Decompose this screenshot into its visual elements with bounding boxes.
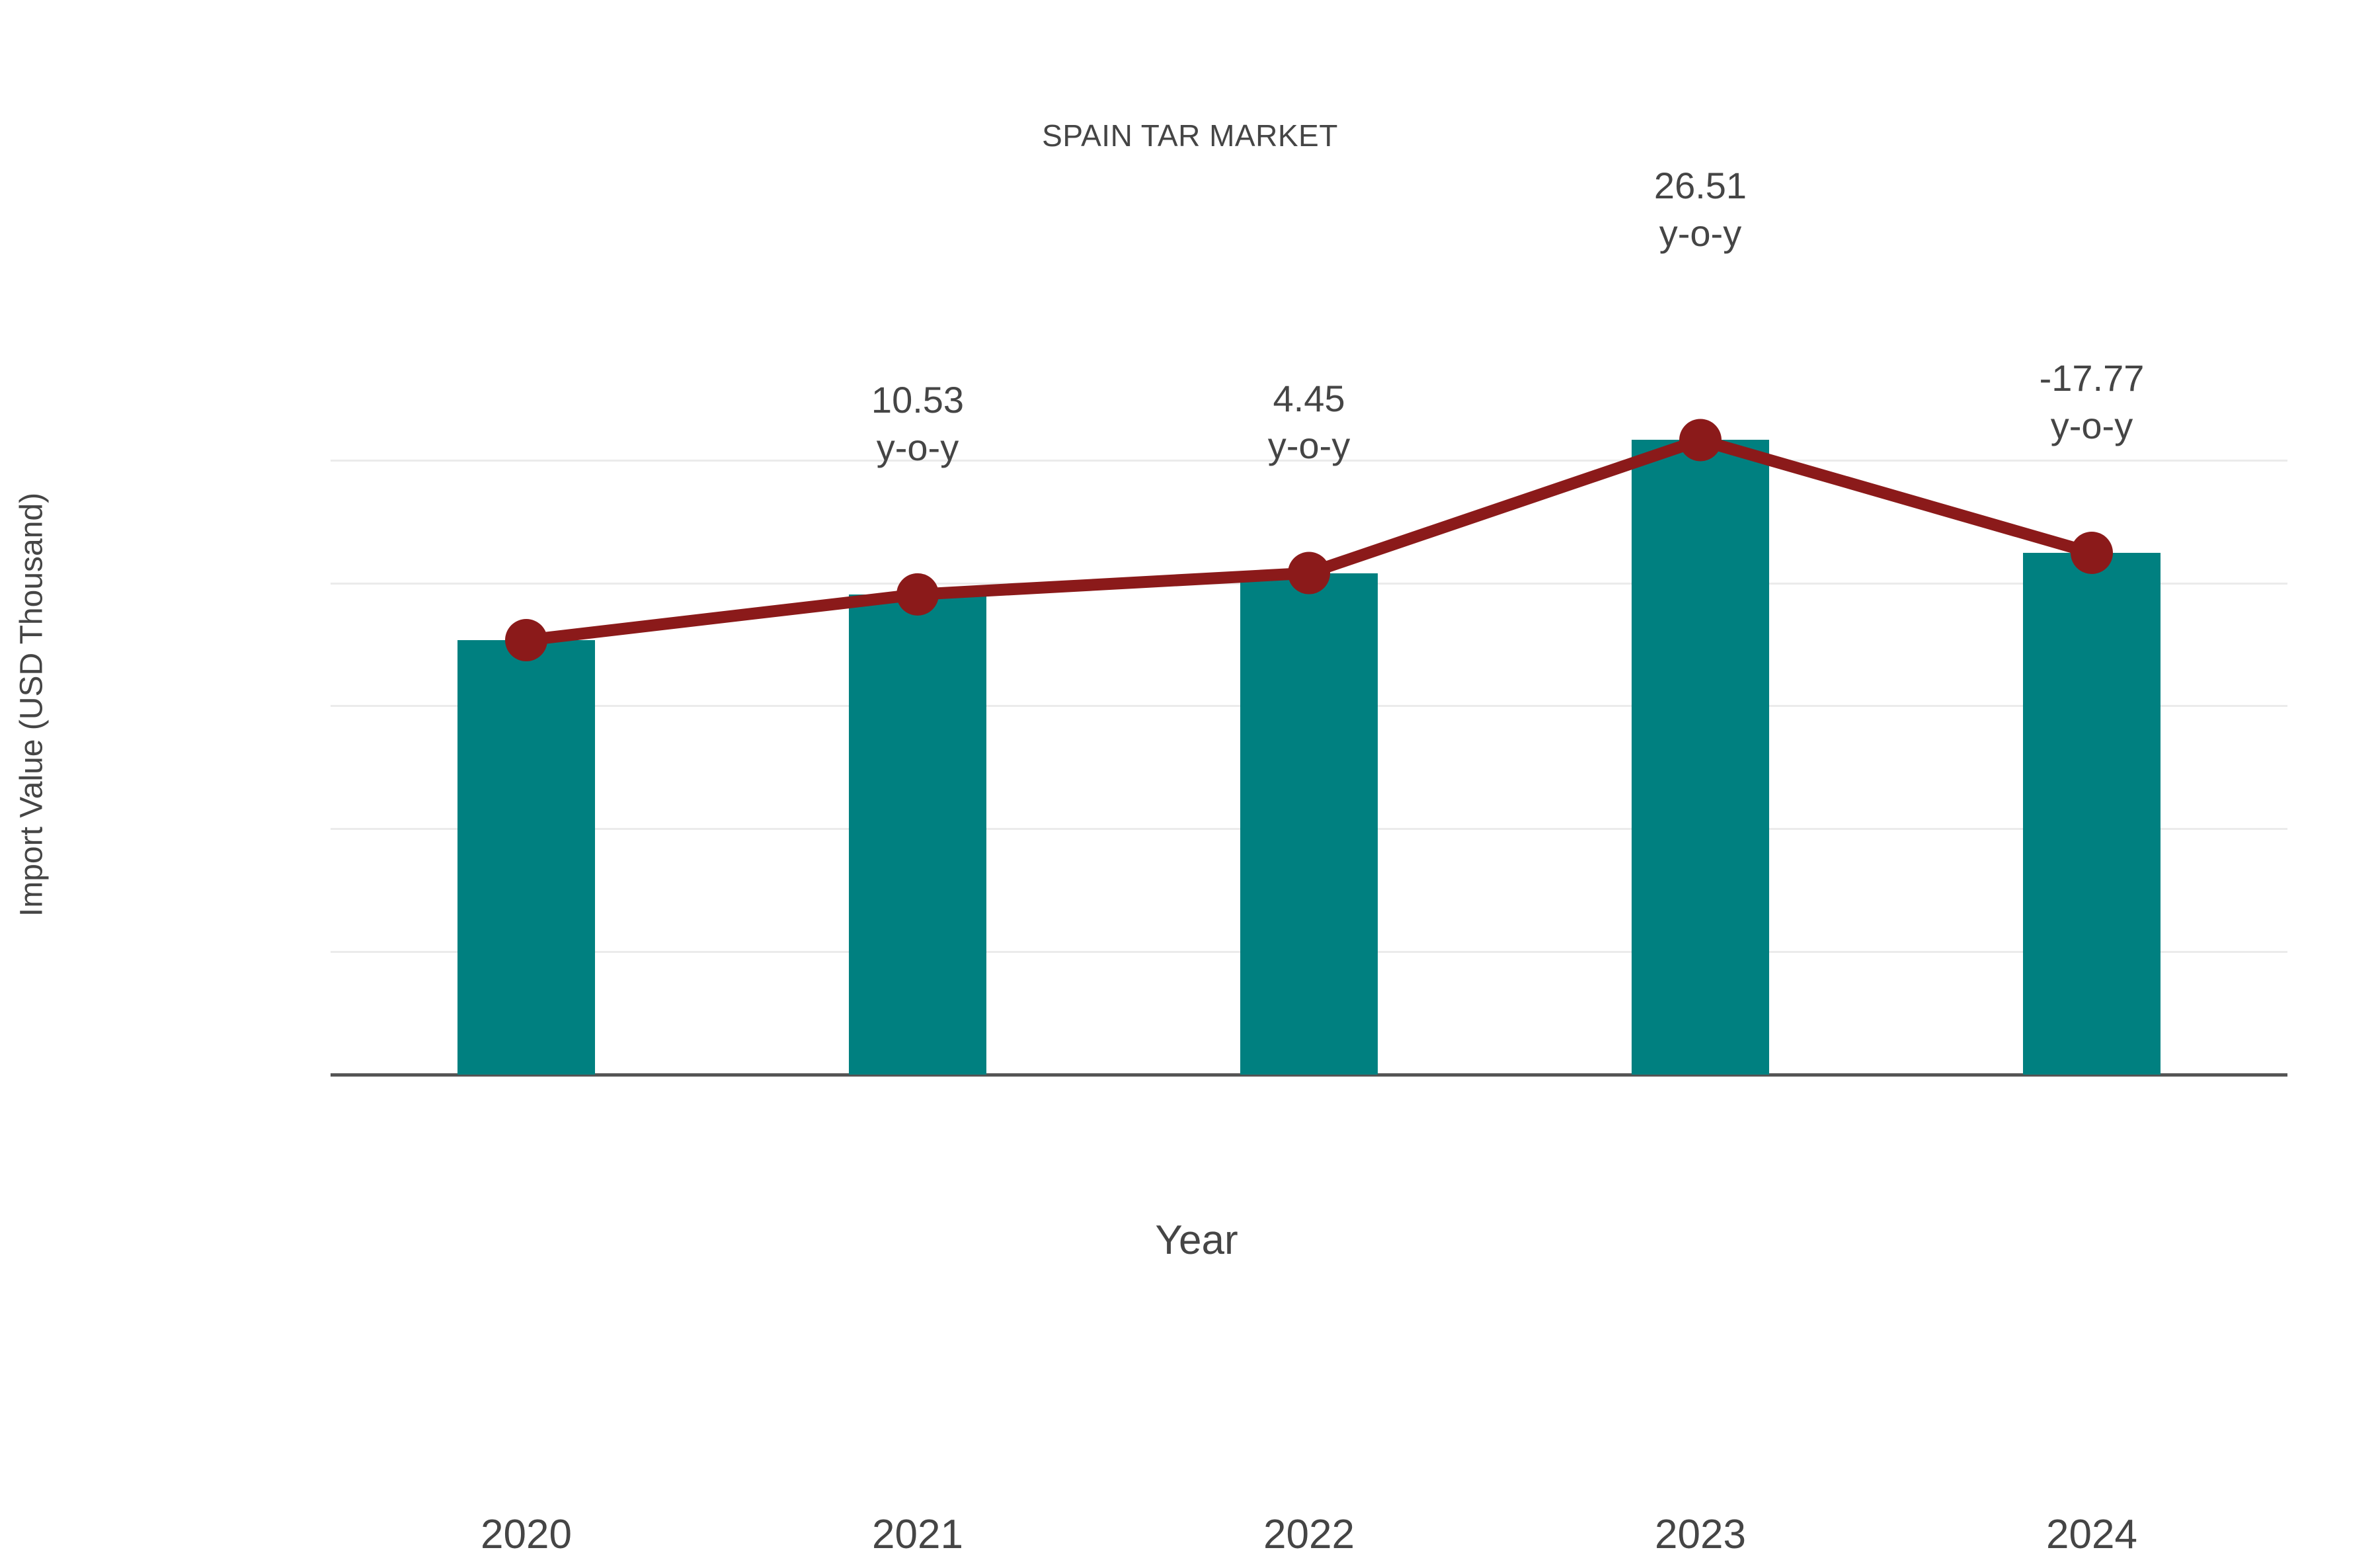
yoy-data-label-unit: y-o-y <box>2050 404 2133 446</box>
bar-2022[interactable] <box>1240 573 1378 1075</box>
bar-2024[interactable] <box>2023 552 2161 1075</box>
yoy-data-label-2022: 4.45 y-o-y <box>1157 375 1461 470</box>
yoy-data-label-value: 10.53 <box>871 378 965 421</box>
chart-figure: SPAIN TAR MARKET Import Value (USD Thous… <box>14 118 2287 1557</box>
yoy-data-label-2024: -17.77 y-o-y <box>1940 354 2244 449</box>
yoy-data-label-unit: y-o-y <box>1267 425 1351 467</box>
x-axis-tick-label: 2020 <box>481 1512 572 1557</box>
x-axis-tick-label: 2021 <box>872 1512 963 1557</box>
yoy-data-label-2021: 10.53 y-o-y <box>766 376 1070 471</box>
yoy-data-label-2023: 26.51 y-o-y <box>1548 162 1852 257</box>
y-axis-title: Import Value (USD Thousand) <box>14 492 50 917</box>
plot-area: 0200004000060000800001000002020202120222… <box>331 165 2287 1557</box>
yoy-data-label-unit: y-o-y <box>876 426 959 468</box>
yoy-data-label-value: 4.45 <box>1273 377 1345 419</box>
bar-2020[interactable] <box>457 640 595 1075</box>
x-axis-tick-label: 2022 <box>1263 1512 1355 1557</box>
yoy-data-label-unit: y-o-y <box>1659 212 1742 255</box>
x-axis-tick-label: 2023 <box>1655 1512 1746 1557</box>
bar-2023[interactable] <box>1632 440 1769 1075</box>
x-axis-tick-label: 2024 <box>2046 1512 2137 1557</box>
yoy-data-label-value: 26.51 <box>1653 165 1747 207</box>
x-axis-title: Year <box>1155 1217 1238 1263</box>
chart-title: SPAIN TAR MARKET <box>1042 118 1338 153</box>
bar-2021[interactable] <box>849 594 986 1075</box>
yoy-data-label-value: -17.77 <box>2039 356 2145 399</box>
x-axis-line <box>331 1073 2287 1077</box>
